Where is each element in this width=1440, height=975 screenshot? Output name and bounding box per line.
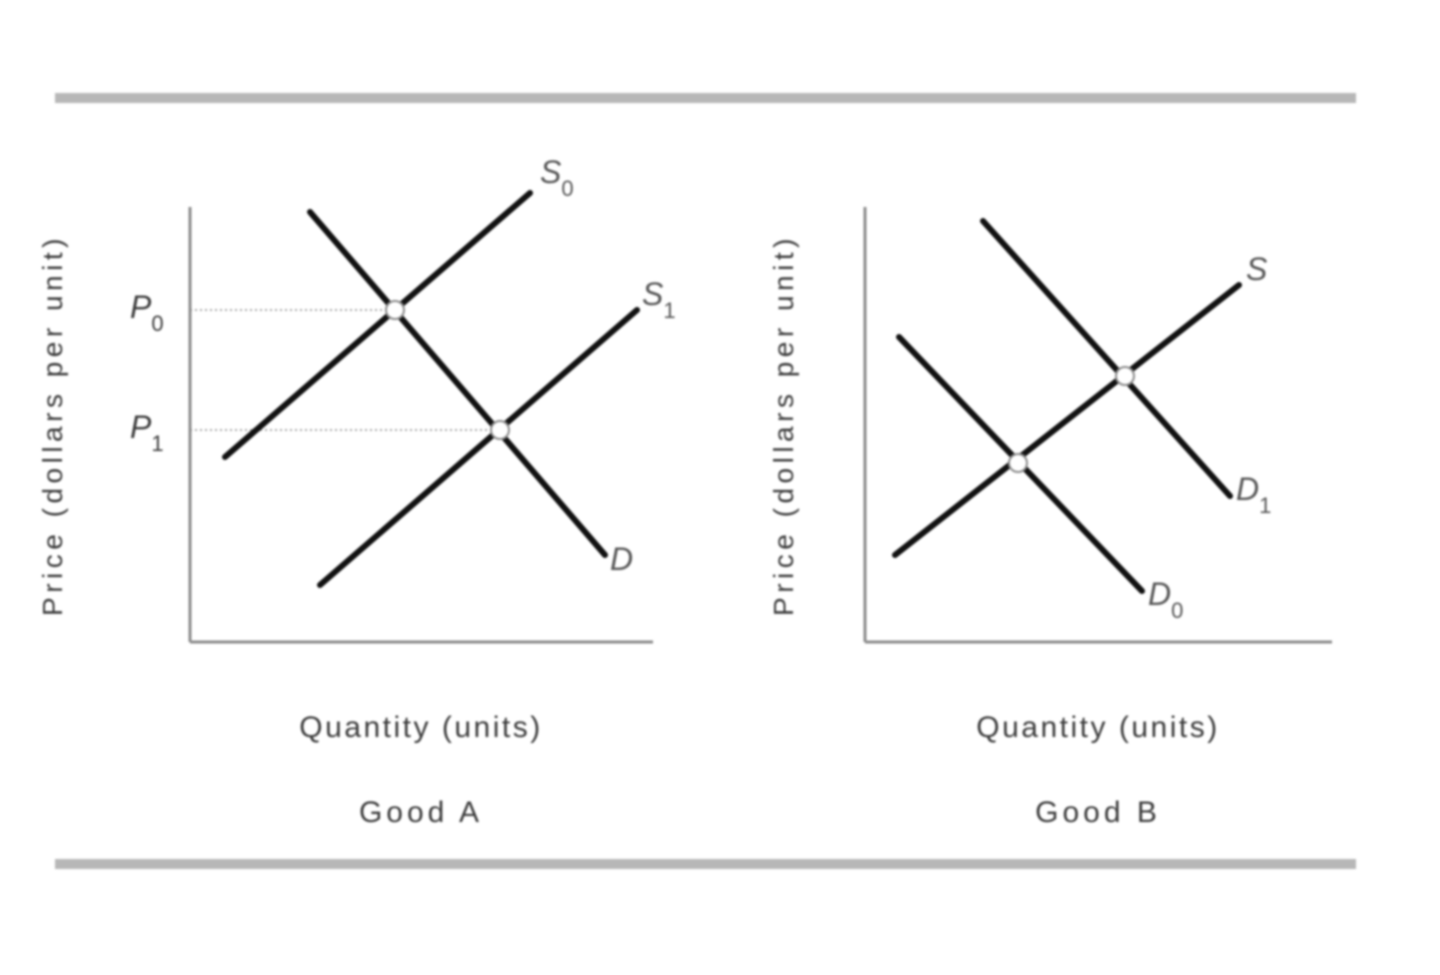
svg-text:D1: D1 <box>1236 471 1271 518</box>
svg-text:Good B: Good B <box>1035 796 1161 829</box>
svg-text:S0: S0 <box>540 154 574 201</box>
svg-text:P0: P0 <box>130 289 164 336</box>
svg-text:D: D <box>610 541 633 577</box>
svg-text:Good A: Good A <box>359 796 483 829</box>
svg-text:Quantity (units): Quantity (units) <box>976 711 1219 744</box>
svg-text:Price (dollars per unit): Price (dollars per unit) <box>768 234 799 616</box>
svg-text:S1: S1 <box>642 276 676 323</box>
svg-text:P1: P1 <box>130 409 164 456</box>
svg-text:S: S <box>1246 251 1267 287</box>
svg-text:D0: D0 <box>1148 576 1183 623</box>
svg-text:Quantity (units): Quantity (units) <box>299 711 542 744</box>
svg-text:Price (dollars per unit): Price (dollars per unit) <box>37 234 68 616</box>
